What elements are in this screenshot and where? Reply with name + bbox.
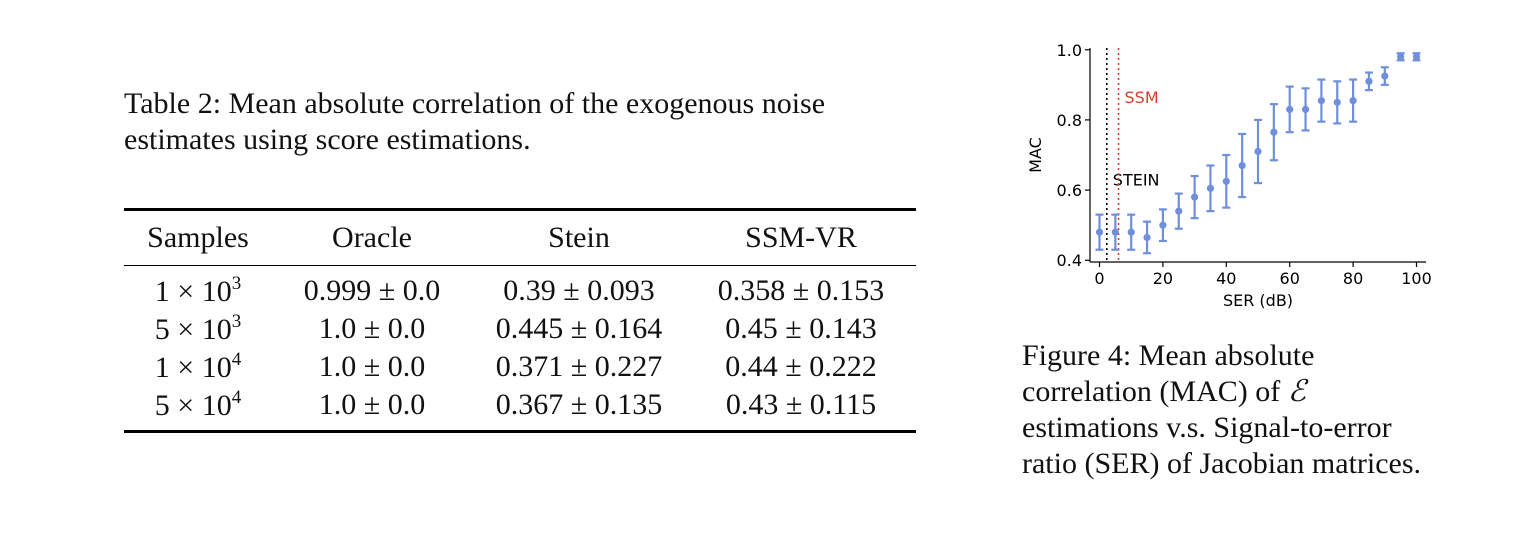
cell-oracle: 1.0 ± 0.0 xyxy=(318,388,426,421)
cell-stein: 0.39 ± 0.093 xyxy=(503,274,655,307)
script-e-symbol: ℰ xyxy=(1287,374,1306,409)
cell-stein: 0.367 ± 0.135 xyxy=(495,388,663,421)
data-point xyxy=(1111,228,1119,236)
data-point xyxy=(1301,105,1310,113)
cell-ssm-vr: 0.358 ± 0.153 xyxy=(717,274,885,307)
samples-mantissa: 1 × 10 xyxy=(154,351,232,384)
table-row: 5 × 103 1.0 ± 0.0 0.445 ± 0.164 0.45 ± 0… xyxy=(124,310,916,348)
table-row: 5 × 104 1.0 ± 0.0 0.367 ± 0.135 0.43 ± 0… xyxy=(124,386,916,432)
x-tick-label: 80 xyxy=(1343,269,1363,288)
data-point xyxy=(1270,128,1278,136)
y-axis-label: MAC xyxy=(1026,137,1045,173)
x-tick-label: 100 xyxy=(1401,269,1432,288)
data-point xyxy=(1238,161,1246,170)
header-stein: Stein xyxy=(548,221,610,254)
samples-exponent: 3 xyxy=(231,311,242,332)
table-row: 1 × 104 1.0 ± 0.0 0.371 ± 0.227 0.44 ± 0… xyxy=(124,348,916,386)
data-point xyxy=(1286,105,1294,113)
data-point xyxy=(1222,177,1230,185)
table-caption: Table 2: Mean absolute correlation of th… xyxy=(124,87,826,156)
data-point xyxy=(1095,228,1104,236)
cell-samples: 5 × 103 xyxy=(124,310,272,348)
cell-oracle: 1.0 ± 0.0 xyxy=(318,350,426,383)
table-header-row: Samples Oracle Stein SSM-VR xyxy=(124,209,916,266)
data-point xyxy=(1397,53,1405,61)
y-tick-label: 0.8 xyxy=(1057,111,1082,130)
data-point xyxy=(1365,77,1373,85)
data-point xyxy=(1333,98,1341,106)
figure-caption-prefix: Figure 4: Mean absolute correlation (MAC… xyxy=(1022,339,1315,408)
cell-samples: 1 × 104 xyxy=(124,348,272,386)
x-axis-label: SER (dB) xyxy=(1223,291,1293,310)
samples-exponent: 3 xyxy=(231,273,242,294)
samples-mantissa: 5 × 10 xyxy=(154,313,232,346)
cell-samples: 5 × 104 xyxy=(124,386,272,432)
cell-ssm-vr: 0.45 ± 0.143 xyxy=(725,312,877,345)
x-tick-label: 60 xyxy=(1280,269,1300,288)
y-tick-label: 0.6 xyxy=(1057,181,1082,200)
table-row: 1 × 103 0.999 ± 0.0 0.39 ± 0.093 0.358 ±… xyxy=(124,266,916,311)
cell-oracle: 1.0 ± 0.0 xyxy=(318,312,426,345)
header-samples: Samples xyxy=(147,221,249,254)
data-point xyxy=(1127,228,1135,236)
cell-oracle: 0.999 ± 0.0 xyxy=(303,274,441,307)
data-point xyxy=(1159,221,1167,229)
data-point xyxy=(1412,53,1421,61)
samples-exponent: 4 xyxy=(231,349,242,370)
plot-area: 0 20 40 60 80 100 0.4 0.6 0.8 1.0 SER (dB) MAC STEIN… xyxy=(1026,41,1432,310)
results-table: Samples Oracle Stein SSM-VR 1 × 103 0.99… xyxy=(124,208,916,433)
cell-stein: 0.371 ± 0.227 xyxy=(495,350,663,383)
data-point xyxy=(1349,97,1357,105)
samples-exponent: 4 xyxy=(231,387,242,408)
y-tick-label: 0.4 xyxy=(1057,251,1082,270)
samples-mantissa: 1 × 10 xyxy=(154,275,232,308)
cell-ssm-vr: 0.43 ± 0.115 xyxy=(725,388,877,421)
y-tick-label: 1.0 xyxy=(1057,41,1082,60)
x-tick-label: 40 xyxy=(1216,269,1236,288)
header-oracle: Oracle xyxy=(332,221,412,254)
x-tick-label: 0 xyxy=(1094,269,1104,288)
data-point xyxy=(1254,147,1262,156)
data-point xyxy=(1191,193,1199,201)
reference-label-ssm: SSM xyxy=(1125,88,1159,107)
figure-caption: Figure 4: Mean absolute correlation (MAC… xyxy=(1022,338,1450,482)
x-tick-label: 20 xyxy=(1153,269,1173,288)
samples-mantissa: 5 × 10 xyxy=(154,389,232,422)
data-point xyxy=(1317,97,1325,105)
cell-stein: 0.445 ± 0.164 xyxy=(495,312,663,345)
header-ssm-vr: SSM-VR xyxy=(745,221,857,254)
data-point xyxy=(1381,72,1389,80)
cell-samples: 1 × 103 xyxy=(124,266,272,311)
reference-label-stein: STEIN xyxy=(1113,171,1160,190)
data-point xyxy=(1175,207,1183,215)
data-point xyxy=(1206,184,1215,192)
data-point xyxy=(1143,233,1151,242)
mac-vs-ser-chart: 0 20 40 60 80 100 0.4 0.6 0.8 1.0 SER (dB) MAC STEIN… xyxy=(1026,41,1432,310)
cell-ssm-vr: 0.44 ± 0.222 xyxy=(725,350,877,383)
figure-caption-suffix: estimations v.s. Signal-to-error ratio (… xyxy=(1022,411,1422,480)
